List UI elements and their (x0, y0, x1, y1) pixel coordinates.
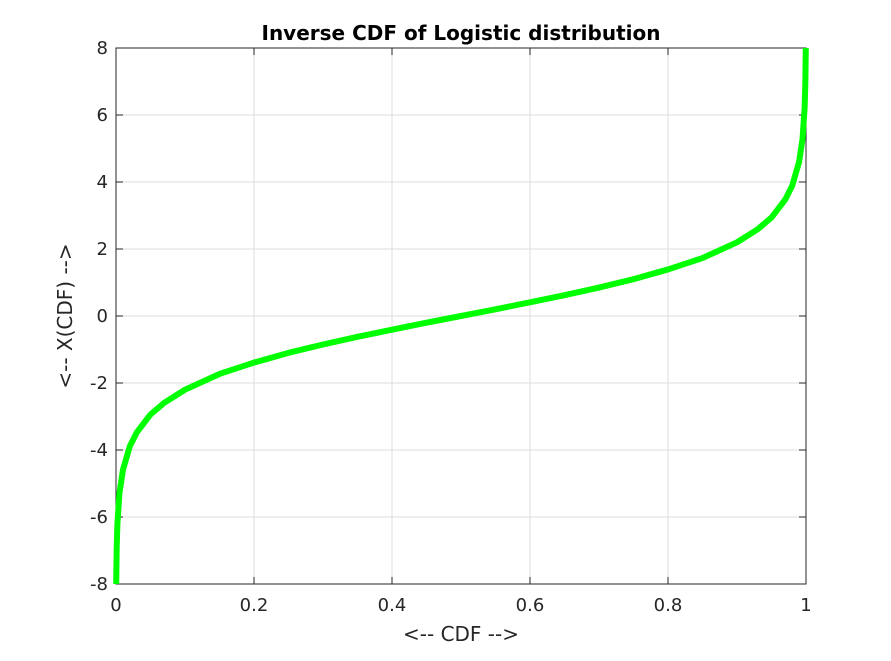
x-tick-label: 0.2 (240, 595, 269, 616)
y-tick-label: -4 (90, 440, 108, 461)
series-layer (113, 47, 809, 585)
x-tick-label: 0.4 (378, 595, 407, 616)
y-tick-label: 4 (97, 172, 108, 193)
x-tick-label: 0.8 (654, 595, 683, 616)
x-tick-label: 0.6 (516, 595, 545, 616)
y-tick-label: 8 (97, 38, 108, 59)
x-tick-label: 1 (800, 595, 811, 616)
x-tick-label: 0 (110, 595, 121, 616)
chart-title: Inverse CDF of Logistic distribution (262, 21, 661, 45)
y-tick-label: -8 (90, 574, 108, 595)
y-axis-label: <-- X(CDF) --> (53, 243, 77, 388)
y-tick-label: -6 (90, 507, 108, 528)
y-tick-label: -2 (90, 373, 108, 394)
series-line (113, 47, 809, 585)
x-axis-label: <-- CDF --> (403, 622, 519, 646)
tick-layer: 0 0.2 0.4 0.6 0.8 1 -8 -6 -4 -2 0 2 4 6 8 (90, 38, 812, 616)
y-tick-label: 2 (97, 239, 108, 260)
y-tick-label: 6 (97, 105, 108, 126)
y-tick-label: 0 (97, 306, 108, 327)
